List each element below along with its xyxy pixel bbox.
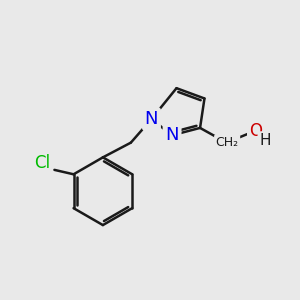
- Text: CH₂: CH₂: [216, 136, 239, 149]
- Text: N: N: [165, 126, 179, 144]
- Text: H: H: [259, 133, 271, 148]
- Text: N: N: [145, 110, 158, 128]
- Text: O: O: [250, 122, 262, 140]
- Text: Cl: Cl: [34, 154, 50, 172]
